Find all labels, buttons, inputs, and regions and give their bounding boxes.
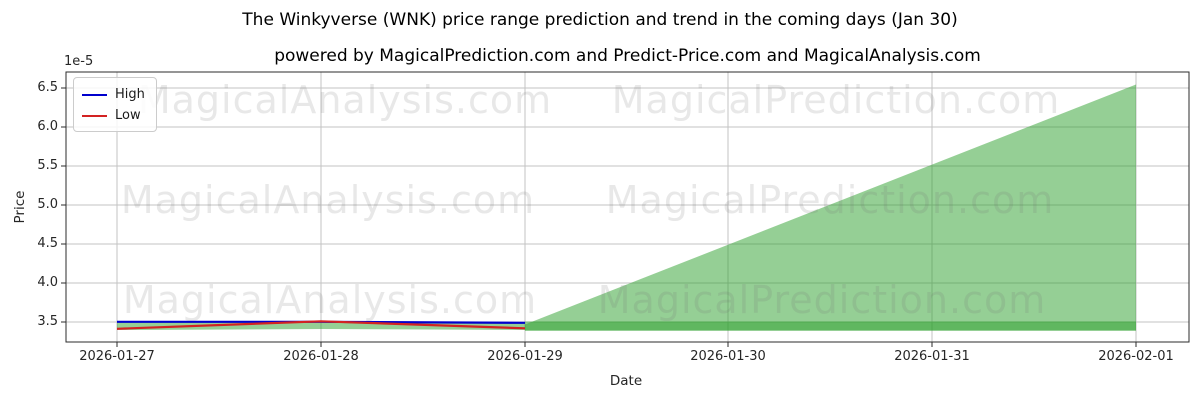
y-axis-label: Price — [12, 190, 28, 224]
tick-marks — [61, 87, 1137, 347]
legend-item-low: Low — [82, 105, 148, 126]
y-axis-offset-label: 1e-5 — [64, 54, 94, 69]
high-line-sample-icon — [82, 93, 107, 96]
x-tick-label: 2026-02-01 — [1098, 349, 1174, 364]
chart-subtitle: powered by MagicalPrediction.com and Pre… — [274, 46, 981, 66]
x-tick-label: 2026-01-30 — [690, 349, 766, 364]
legend-label-high: High — [115, 87, 145, 102]
low-line-sample-icon — [82, 114, 107, 117]
prediction-cone-fill — [525, 84, 1136, 330]
prediction-trend-band-fill — [525, 321, 1136, 331]
y-tick-label: 5.0 — [37, 197, 58, 212]
x-tick-label: 2026-01-28 — [283, 349, 359, 364]
y-tick-label: 4.0 — [37, 275, 58, 290]
x-tick-label: 2026-01-27 — [79, 349, 155, 364]
plot-border — [65, 71, 1190, 343]
y-tick-label: 6.0 — [37, 119, 58, 134]
chart-title: The Winkyverse (WNK) price range predict… — [242, 10, 958, 30]
legend: High Low — [73, 77, 157, 132]
x-tick-label: 2026-01-29 — [487, 349, 563, 364]
y-tick-label: 6.5 — [37, 80, 58, 95]
y-tick-label: 3.5 — [37, 314, 58, 329]
y-tick-label: 5.5 — [37, 158, 58, 173]
y-tick-label: 4.5 — [37, 236, 58, 251]
x-tick-label: 2026-01-31 — [894, 349, 970, 364]
x-axis-label: Date — [609, 373, 643, 389]
legend-label-low: Low — [115, 108, 141, 123]
low-line — [116, 320, 526, 330]
legend-item-high: High — [82, 84, 148, 105]
